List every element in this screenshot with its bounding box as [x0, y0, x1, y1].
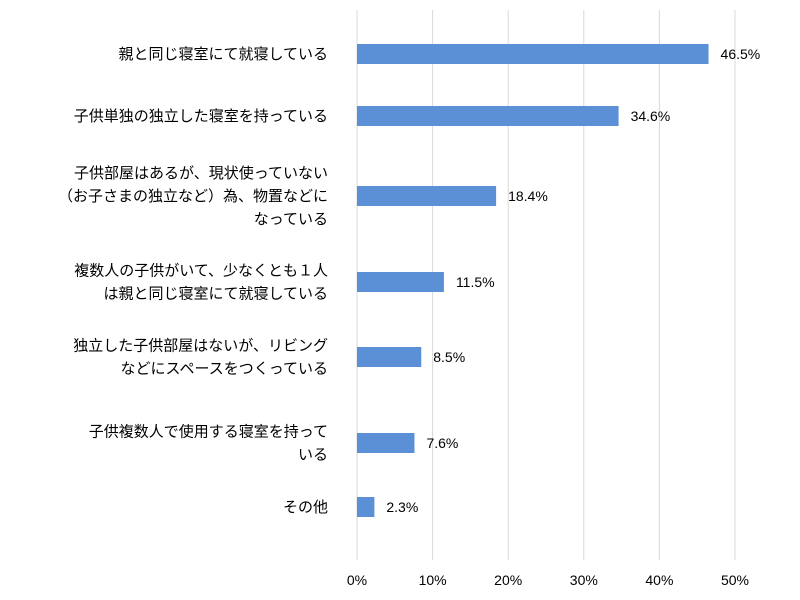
x-tick-label: 20%: [494, 572, 522, 588]
category-label: 子供部屋はあるが、現状使っていない （お子さまの独立など）為、物置などになっている: [58, 164, 328, 228]
category-label-line: 子供部屋はあるが、現状使っていない: [74, 164, 328, 182]
bar: [357, 433, 415, 453]
category-label: 親と同じ寝室にて就寝している: [118, 45, 328, 63]
data-label: 46.5%: [721, 46, 761, 62]
data-label: 18.4%: [508, 188, 548, 204]
category-label-line: 子供複数人で使用する寝室を持って: [89, 423, 328, 441]
category-label-line: 複数人の子供がいて、少なくとも１人: [74, 262, 328, 280]
category-label: 複数人の子供がいて、少なくとも１人は親と同じ寝室にて就寝している: [74, 262, 328, 303]
bar: [357, 186, 497, 206]
x-tick-label: 40%: [645, 572, 673, 588]
category-label-line: （お子さまの独立など）為、物置などに: [58, 187, 328, 205]
bar: [357, 272, 444, 292]
category-label-line: 子供単独の独立した寝室を持っている: [74, 107, 328, 125]
category-label-line: その他: [283, 498, 328, 516]
bar: [357, 347, 422, 367]
data-label: 7.6%: [426, 435, 458, 451]
category-label: 子供単独の独立した寝室を持っている: [74, 107, 328, 125]
category-label-line: なっている: [254, 210, 328, 228]
category-labels: 親と同じ寝室にて就寝している子供単独の独立した寝室を持っている子供部屋はあるが、…: [58, 45, 328, 516]
category-label: その他: [283, 498, 328, 516]
category-label-line: 独立した子供部屋はないが、リビング: [73, 337, 328, 355]
bar: [357, 106, 619, 126]
x-tick-label: 50%: [721, 572, 749, 588]
x-tick-label: 0%: [347, 572, 367, 588]
data-label: 34.6%: [631, 108, 671, 124]
data-label: 11.5%: [456, 274, 495, 290]
category-label-line: は親と同じ寝室にて就寝している: [103, 285, 328, 303]
category-label-line: 親と同じ寝室にて就寝している: [118, 45, 328, 63]
x-tick-label: 30%: [570, 572, 598, 588]
grid-lines: [356, 10, 736, 560]
data-label: 2.3%: [386, 499, 418, 515]
x-tick-labels: 0% 10% 20% 30% 40% 50%: [347, 572, 749, 588]
category-label: 子供複数人で使用する寝室を持っている: [89, 423, 328, 464]
bar: [357, 497, 375, 517]
data-label: 8.5%: [433, 349, 465, 365]
value-labels: 46.5% 34.6% 18.4% 11.5% 8.5% 7.6% 2.3%: [386, 46, 760, 515]
category-label-line: いる: [298, 446, 328, 464]
category-label: 独立した子供部屋はないが、リビングなどにスペースをつくっている: [73, 337, 328, 378]
bars: [357, 44, 709, 517]
category-label-line: などにスペースをつくっている: [121, 360, 328, 378]
x-tick-label: 10%: [419, 572, 447, 588]
bar: [357, 44, 709, 64]
